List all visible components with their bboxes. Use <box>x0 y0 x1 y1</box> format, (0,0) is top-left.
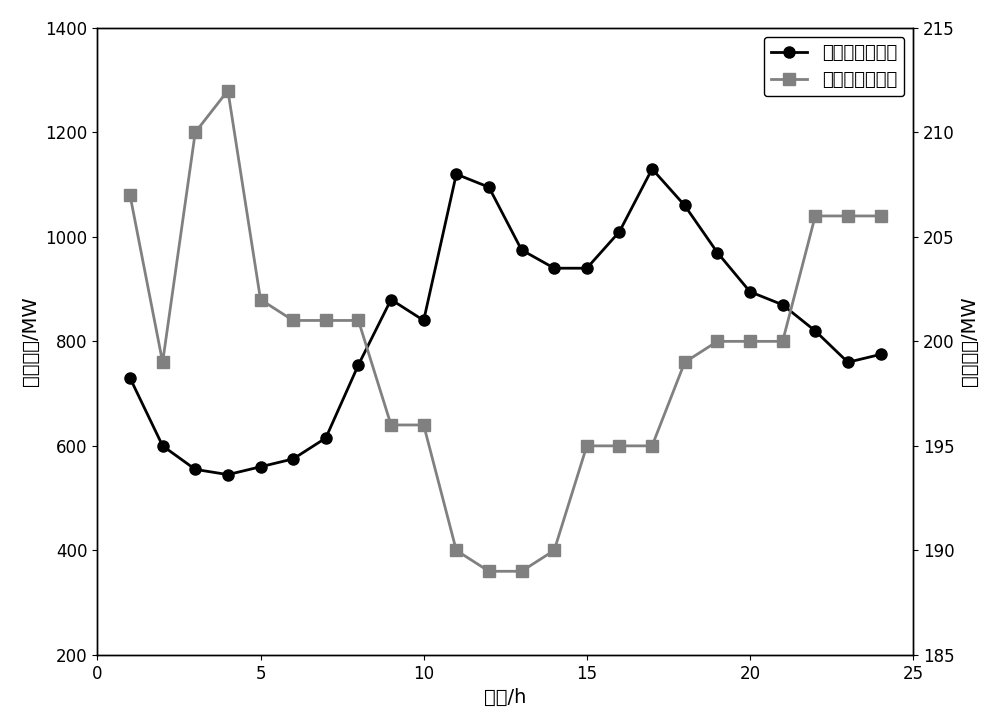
热力负荷预测值 <box>287 316 299 325</box>
电力负荷预测值 <box>222 470 234 479</box>
电力负荷预测值 <box>157 441 169 450</box>
热力负荷预测值 <box>352 316 364 325</box>
热力负荷预测值 <box>777 337 789 346</box>
热力负荷预测值 <box>744 337 756 346</box>
电力负荷预测值 <box>483 183 495 191</box>
电力负荷预测值 <box>744 288 756 296</box>
热力负荷预测值 <box>385 421 397 430</box>
Y-axis label: 热力负荷/MW: 热力负荷/MW <box>960 296 979 386</box>
热力负荷预测值 <box>516 567 528 576</box>
电力负荷预测值 <box>548 264 560 272</box>
热力负荷预测值 <box>613 441 625 450</box>
热力负荷预测值 <box>581 441 593 450</box>
电力负荷预测值 <box>613 227 625 236</box>
Y-axis label: 电力负荷/MW: 电力负荷/MW <box>21 296 40 386</box>
电力负荷预测值 <box>646 165 658 173</box>
Line: 电力负荷预测值: 电力负荷预测值 <box>124 163 886 480</box>
电力负荷预测值 <box>385 295 397 304</box>
电力负荷预测值 <box>320 434 332 443</box>
热力负荷预测值 <box>124 191 136 199</box>
电力负荷预测值 <box>842 358 854 367</box>
电力负荷预测值 <box>255 462 267 471</box>
热力负荷预测值 <box>189 128 201 137</box>
电力负荷预测值 <box>581 264 593 272</box>
电力负荷预测值 <box>287 454 299 463</box>
电力负荷预测值 <box>875 350 887 359</box>
电力负荷预测值 <box>711 248 723 257</box>
Line: 热力负荷预测值: 热力负荷预测值 <box>124 85 886 577</box>
X-axis label: 时段/h: 时段/h <box>484 688 526 707</box>
热力负荷预测值 <box>548 546 560 555</box>
热力负荷预测值 <box>646 441 658 450</box>
电力负荷预测值 <box>418 316 430 325</box>
热力负荷预测值 <box>842 212 854 221</box>
热力负荷预测值 <box>711 337 723 346</box>
热力负荷预测值 <box>320 316 332 325</box>
电力负荷预测值 <box>352 360 364 369</box>
热力负荷预测值 <box>809 212 821 221</box>
电力负荷预测值 <box>450 170 462 178</box>
Legend: 电力负荷预测值, 热力负荷预测值: 电力负荷预测值, 热力负荷预测值 <box>764 37 904 96</box>
电力负荷预测值 <box>189 465 201 474</box>
热力负荷预测值 <box>450 546 462 555</box>
电力负荷预测值 <box>809 327 821 336</box>
热力负荷预测值 <box>157 358 169 367</box>
电力负荷预测值 <box>777 301 789 309</box>
电力负荷预测值 <box>516 245 528 254</box>
电力负荷预测值 <box>679 201 691 210</box>
热力负荷预测值 <box>255 295 267 304</box>
热力负荷预测值 <box>222 86 234 95</box>
热力负荷预测值 <box>679 358 691 367</box>
热力负荷预测值 <box>875 212 887 221</box>
热力负荷预测值 <box>483 567 495 576</box>
电力负荷预测值 <box>124 373 136 382</box>
热力负荷预测值 <box>418 421 430 430</box>
